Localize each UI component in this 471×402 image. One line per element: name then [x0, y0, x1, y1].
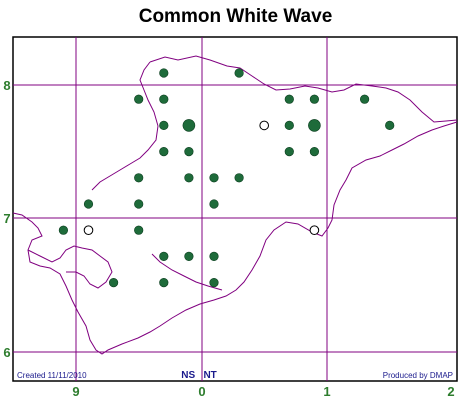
record-dot — [184, 147, 194, 157]
record-dot — [209, 199, 219, 209]
record-dot — [309, 147, 320, 157]
coastline — [12, 55, 458, 355]
record-dot — [182, 119, 196, 132]
record-dot — [134, 173, 144, 183]
records-layer — [58, 68, 395, 288]
x-label-1: 1 — [323, 384, 330, 399]
map-title: Common White Wave — [138, 6, 333, 27]
record-dot — [209, 278, 219, 288]
record-dot — [108, 278, 119, 288]
record-dot — [308, 119, 321, 132]
record-dot — [159, 120, 169, 130]
grid-lines — [13, 37, 457, 381]
x-label-2: 2 — [447, 384, 454, 399]
y-label-6: 6 — [3, 345, 10, 360]
record-dot — [234, 68, 244, 78]
map-frame — [12, 36, 458, 382]
y-label-8: 8 — [3, 78, 10, 93]
record-dot — [134, 199, 144, 209]
record-dot — [209, 173, 219, 183]
record-dot — [184, 251, 194, 261]
record-dot — [159, 251, 169, 261]
record-dot-open — [83, 225, 94, 235]
record-dot — [134, 94, 144, 104]
record-dot — [58, 225, 69, 235]
x-label-0: 0 — [198, 384, 205, 399]
record-dot — [159, 68, 169, 78]
coastline-inner-west — [27, 245, 113, 289]
record-dot — [234, 173, 244, 183]
x-label-9: 9 — [72, 384, 79, 399]
record-dot — [284, 120, 294, 130]
coastline-main — [12, 55, 458, 355]
grid-reference-label: NS NT — [181, 370, 217, 381]
record-dot — [159, 147, 169, 157]
record-dot-open — [309, 225, 320, 235]
produced-by: Produced by DMAP — [383, 371, 453, 380]
record-dot — [385, 120, 395, 130]
coastline-river-south — [151, 253, 223, 291]
y-label-7: 7 — [3, 211, 10, 226]
record-dot — [284, 94, 294, 104]
record-dot — [159, 278, 169, 288]
record-dot — [209, 251, 219, 261]
record-dot — [360, 94, 370, 104]
record-dot — [83, 199, 94, 209]
record-dot — [134, 225, 144, 235]
record-dot — [284, 147, 294, 157]
record-dot — [159, 94, 169, 104]
record-dot-open — [259, 120, 270, 131]
record-dot — [309, 94, 320, 104]
record-dot — [184, 173, 194, 183]
coastline-north-inlet — [91, 61, 159, 191]
created-date: Created 11/11/2010 — [17, 371, 87, 380]
